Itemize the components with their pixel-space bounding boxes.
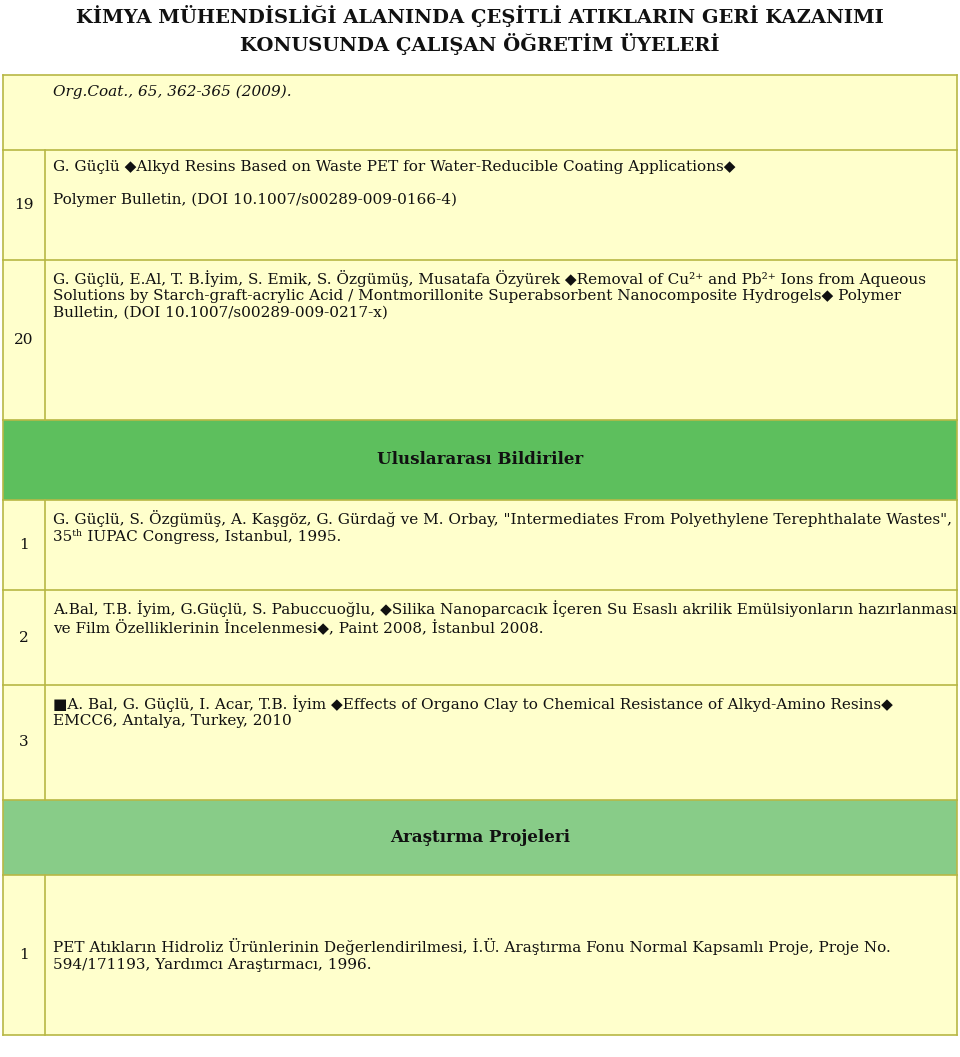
Text: G. Güçlü, E.Al, T. B.İyim, S. Emik, S. Özgümüş, Musatafa Özyürek ◆Removal of Cu²: G. Güçlü, E.Al, T. B.İyim, S. Emik, S. Ö… — [53, 270, 926, 319]
Text: PET Atıkların Hidroliz Ürünlerinin Değerlendirilmesi, İ.Ü. Araştırma Fonu Normal: PET Atıkların Hidroliz Ürünlerinin Değer… — [53, 939, 891, 971]
Bar — [3, 260, 957, 420]
Text: G. Güçlü ◆Alkyd Resins Based on Waste PET for Water-Reducible Coating Applicatio: G. Güçlü ◆Alkyd Resins Based on Waste PE… — [53, 160, 735, 207]
Text: KİMYA MÜHENDİSLİĞİ ALANINDA ÇEŞİTLİ ATIKLARIN GERİ KAZANIMI: KİMYA MÜHENDİSLİĞİ ALANINDA ÇEŞİTLİ ATIK… — [76, 5, 884, 27]
Text: Araştırma Projeleri: Araştırma Projeleri — [390, 829, 570, 846]
Text: ■A. Bal, G. Güçlü, I. Acar, T.B. İyim ◆Effects of Organo Clay to Chemical Resist: ■A. Bal, G. Güçlü, I. Acar, T.B. İyim ◆E… — [53, 696, 893, 728]
Bar — [3, 500, 957, 590]
Bar — [3, 590, 957, 685]
Text: KONUSUNDA ÇALIŞAN ÖĞRETİM ÜYELERİ: KONUSUNDA ÇALIŞAN ÖĞRETİM ÜYELERİ — [240, 33, 720, 55]
Bar — [3, 685, 957, 800]
Text: 1: 1 — [19, 948, 29, 962]
Bar — [3, 875, 957, 1035]
Text: Uluslararası Bildiriler: Uluslararası Bildiriler — [377, 451, 583, 468]
Text: A.Bal, T.B. İyim, G.Güçlü, S. Pabuccuoğlu, ◆Silika Nanoparcacık İçeren Su Esaslı: A.Bal, T.B. İyim, G.Güçlü, S. Pabuccuoğl… — [53, 600, 957, 635]
Text: Org.Coat., 65, 362-365 (2009).: Org.Coat., 65, 362-365 (2009). — [53, 85, 292, 99]
Bar — [3, 150, 957, 260]
Text: G. Güçlü, S. Özgümüş, A. Kaşgöz, G. Gürdağ ve M. Orbay, "Intermediates From Poly: G. Güçlü, S. Özgümüş, A. Kaşgöz, G. Gürd… — [53, 509, 952, 544]
Bar — [3, 800, 957, 875]
Text: 3: 3 — [19, 736, 29, 749]
Text: 19: 19 — [14, 198, 34, 212]
Bar — [3, 75, 957, 150]
Text: 20: 20 — [14, 333, 34, 347]
Text: 1: 1 — [19, 538, 29, 552]
Text: 2: 2 — [19, 630, 29, 645]
Bar — [3, 420, 957, 500]
